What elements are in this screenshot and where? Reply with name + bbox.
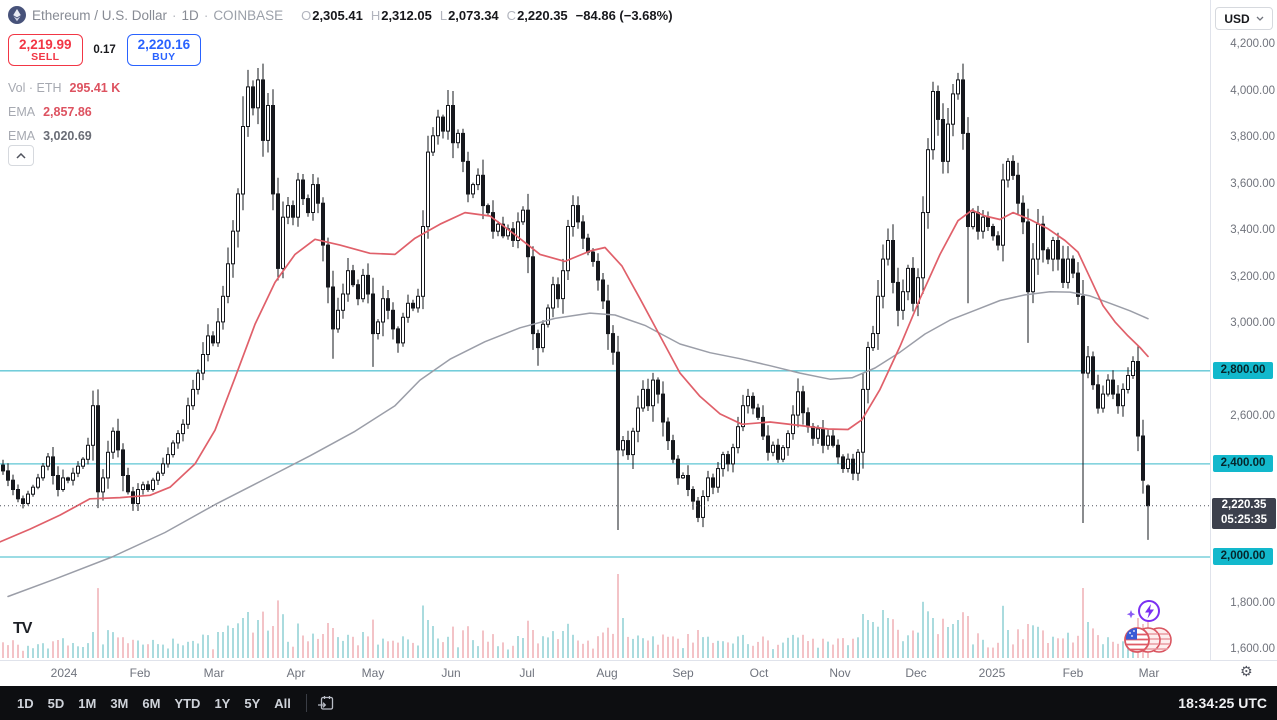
lightning-circle-icon — [1138, 600, 1160, 622]
toolbar-divider — [305, 694, 307, 712]
interval-label[interactable]: 1D — [181, 7, 199, 23]
floating-icons — [1124, 598, 1180, 660]
indicator-legend: Vol · ETH 295.41 K EMA 2,857.86 EMA 3,02… — [8, 76, 120, 148]
ema-fast-legend-row[interactable]: EMA 2,857.86 — [8, 100, 120, 124]
buy-label: BUY — [152, 51, 176, 63]
price-tick-label: 1,800.00 — [1230, 596, 1275, 609]
time-tick-label: Oct — [749, 666, 769, 680]
price-tick-label: 1,600.00 — [1230, 643, 1275, 656]
price-tick-label: 4,200.00 — [1230, 38, 1275, 50]
chart-header: Ethereum / U.S. Dollar · 1D · COINBASE O… — [8, 4, 673, 26]
high-value: 2,312.05 — [381, 7, 432, 23]
range-button-5D[interactable]: 5D — [47, 695, 65, 711]
time-tick-label: 2025 — [978, 666, 1006, 680]
price-tick-label: 4,000.00 — [1230, 84, 1275, 97]
price-tick-label: 2,600.00 — [1230, 410, 1275, 423]
level-price-label[interactable]: 2,800.00 — [1213, 362, 1273, 380]
open-label: O — [301, 7, 312, 23]
range-button-6M[interactable]: 6M — [142, 695, 161, 711]
sell-label: SELL — [31, 51, 60, 63]
time-tick-label: Mar — [203, 666, 225, 680]
close-value: 2,220.35 — [517, 7, 568, 23]
time-tick-label: Nov — [829, 666, 851, 680]
bar-countdown: 05:25:35 — [1220, 513, 1268, 526]
spread-value: 0.17 — [93, 44, 116, 56]
time-tick-label: May — [361, 666, 385, 680]
time-tick-label: Sep — [672, 666, 694, 680]
time-tick-label: Jun — [441, 666, 461, 680]
ema-slow-value: 3,020.69 — [43, 129, 92, 143]
ema-slow-label: EMA — [8, 129, 36, 143]
currency-label: USD — [1224, 11, 1250, 26]
currency-selector[interactable]: USD — [1215, 7, 1273, 30]
time-tick-label: Mar — [1138, 666, 1160, 680]
sell-price: 2,219.99 — [19, 37, 72, 52]
range-button-5Y[interactable]: 5Y — [244, 695, 261, 711]
range-button-YTD[interactable]: YTD — [174, 695, 201, 711]
volume-value: 295.41 K — [69, 81, 121, 95]
symbol-title[interactable]: Ethereum / U.S. Dollar — [32, 7, 168, 23]
separator: · — [172, 7, 177, 23]
price-tick-label: 3,200.00 — [1230, 270, 1275, 283]
range-buttons: 1D 5D 1M 3M 6M YTD 1Y 5Y All — [10, 696, 298, 711]
bottom-toolbar: 1D 5D 1M 3M 6M YTD 1Y 5Y All 18:34:25 UTC — [0, 686, 1277, 720]
volume-label: Vol · ETH — [8, 81, 62, 95]
candlestick-chart[interactable] — [0, 0, 1210, 660]
ethereum-logo-icon — [8, 6, 26, 24]
last-price-label[interactable]: 2,220.35 05:25:35 — [1212, 497, 1276, 529]
separator: · — [203, 7, 209, 23]
sell-button[interactable]: 2,219.99 SELL — [8, 34, 83, 66]
buy-sell-widget: 2,219.99 SELL 0.17 2,220.16 BUY — [8, 34, 202, 66]
price-tick-label: 3,400.00 — [1230, 224, 1275, 237]
price-tick-label: 3,800.00 — [1230, 131, 1275, 144]
time-tick-label: Feb — [129, 666, 151, 680]
time-tick-label: Jul — [519, 666, 535, 680]
price-tick-label: 3,600.00 — [1230, 177, 1275, 190]
high-label: H — [370, 7, 381, 23]
ohlc-values: O 2,305.41 H 2,312.05 L 2,073.34 C 2,220… — [293, 8, 672, 23]
low-value: 2,073.34 — [448, 7, 499, 23]
exchange-label[interactable]: COINBASE — [213, 7, 284, 23]
tradingview-watermark-icon[interactable]: TV — [13, 620, 32, 637]
time-tick-label: Apr — [286, 666, 306, 680]
chevron-down-icon — [1256, 16, 1264, 21]
clock-utc[interactable]: 18:34:25 UTC — [1178, 695, 1267, 711]
range-button-All[interactable]: All — [274, 695, 291, 711]
legend-collapse-button[interactable] — [8, 145, 34, 166]
last-price-value: 2,220.35 — [1221, 498, 1267, 511]
ema-fast-label: EMA — [8, 105, 36, 119]
range-button-3M[interactable]: 3M — [110, 695, 129, 711]
range-button-1D[interactable]: 1D — [17, 695, 34, 711]
ema-slow-legend-row[interactable]: EMA 3,020.69 — [8, 124, 120, 148]
gear-icon[interactable]: ⚙ — [1240, 664, 1253, 680]
range-button-1M[interactable]: 1M — [78, 695, 97, 711]
close-label: C — [506, 7, 517, 23]
level-price-label[interactable]: 2,000.00 — [1213, 548, 1273, 566]
time-tick-label: 2024 — [50, 666, 78, 680]
usd-coins-icon — [1124, 627, 1172, 653]
low-label: L — [439, 7, 448, 23]
price-tick-label: 3,000.00 — [1230, 317, 1275, 330]
ema-fast-value: 2,857.86 — [43, 105, 92, 119]
sparkle-icon — [1126, 610, 1136, 619]
change-value: −84.86 (−3.68%) — [575, 7, 673, 23]
range-button-1Y[interactable]: 1Y — [214, 695, 231, 711]
chevron-up-icon — [16, 152, 26, 159]
volume-legend-row[interactable]: Vol · ETH 295.41 K — [8, 76, 120, 100]
go-to-date-button[interactable] — [317, 694, 335, 712]
buy-price: 2,220.16 — [137, 37, 191, 52]
calendar-goto-icon — [317, 696, 334, 710]
level-price-label[interactable]: 2,400.00 — [1213, 455, 1273, 473]
time-tick-label: Aug — [596, 666, 618, 680]
open-value: 2,305.41 — [312, 7, 363, 23]
time-tick-label: Dec — [905, 666, 927, 680]
price-axis[interactable]: USD 4,200.00 4,000.00 3,800.00 3,600.00 3,40… — [1210, 0, 1277, 660]
time-tick-label: Feb — [1062, 666, 1084, 680]
time-axis[interactable]: ⚙ 2024 Feb Mar Apr May Jun Jul Aug Sep Oct Nov Dec 2… — [0, 660, 1277, 686]
buy-button[interactable]: 2,220.16 BUY — [126, 34, 202, 66]
